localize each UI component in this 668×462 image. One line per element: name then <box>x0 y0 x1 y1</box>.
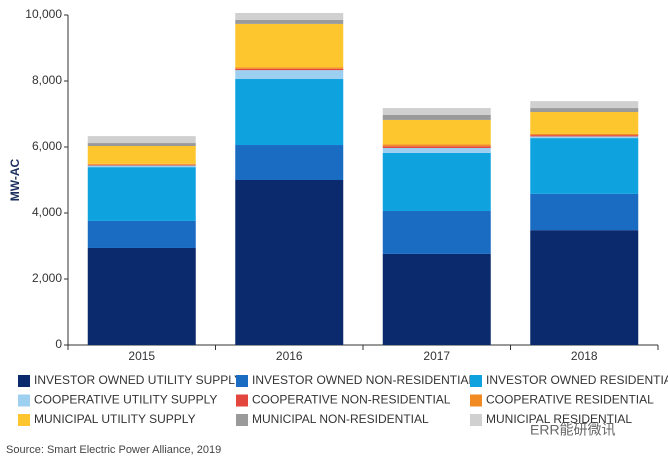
x-tick-label: 2018 <box>571 349 598 363</box>
legend-label: COOPERATIVE NON-RESIDENTIAL <box>252 393 451 407</box>
bar-segment <box>87 136 196 144</box>
bar-segment <box>235 13 344 20</box>
legend-swatch <box>236 414 248 426</box>
x-tick-label: 2016 <box>276 349 303 363</box>
bar-segment <box>382 152 491 212</box>
bar-segment <box>382 147 491 153</box>
legend-swatch <box>18 414 30 426</box>
bar-segment <box>530 230 639 345</box>
bar-segment <box>530 108 639 113</box>
bar-segment <box>530 193 639 231</box>
x-tick-label: 2017 <box>423 349 450 363</box>
legend-label: INVESTOR OWNED UTILITY SUPPLY <box>34 373 242 387</box>
y-tick-label: 4,000 <box>32 205 62 219</box>
y-tick-label: 8,000 <box>32 73 62 87</box>
watermark: ERR能研微讯 <box>530 422 616 438</box>
bar-segment <box>382 108 491 115</box>
bar-segment <box>530 112 639 134</box>
bar-segment <box>87 146 196 164</box>
bar-segment <box>530 101 639 109</box>
legend-label: INVESTOR OWNED NON-RESIDENTIAL <box>252 373 475 387</box>
bar-segment <box>235 23 344 68</box>
bar-segment <box>235 67 344 69</box>
legend-label: INVESTOR OWNED RESIDENTIAL <box>486 373 668 387</box>
legend-label: COOPERATIVE UTILITY SUPPLY <box>34 393 217 407</box>
legend-label: MUNICIPAL UTILITY SUPPLY <box>34 412 196 426</box>
y-tick-label: 6,000 <box>32 139 62 153</box>
bar-segment <box>382 253 491 345</box>
source: Source: Smart Electric Power Alliance, 2… <box>6 444 221 456</box>
legend-swatch <box>18 375 30 387</box>
bar-segment <box>235 70 344 80</box>
legend-swatch <box>470 394 482 407</box>
bar-segment <box>235 68 344 71</box>
x-tick-label: 2015 <box>128 349 155 363</box>
legend-swatch <box>470 375 482 387</box>
legend-swatch <box>18 394 30 407</box>
y-tick-label: 0 <box>55 337 62 351</box>
bar-segment <box>87 164 196 166</box>
bar-segment <box>87 220 196 248</box>
bar-segment <box>235 180 344 345</box>
bar-segment <box>87 247 196 345</box>
bar-segment <box>87 163 196 165</box>
bar-segment <box>530 133 639 136</box>
bar-segment <box>235 145 344 180</box>
legend-label: MUNICIPAL NON-RESIDENTIAL <box>252 412 429 426</box>
bar-segment <box>530 135 639 137</box>
bar-segment <box>382 144 491 147</box>
bar-segment <box>382 119 491 145</box>
bar-segment <box>382 146 491 148</box>
legend-swatch <box>236 375 248 387</box>
legend-swatch <box>236 394 248 407</box>
bar-segment <box>87 143 196 147</box>
y-tick-label: 2,000 <box>32 271 62 285</box>
bar-segment <box>235 79 344 146</box>
y-tick-label: 10,000 <box>25 7 62 21</box>
bar-segment <box>235 19 344 24</box>
legend-swatch <box>470 414 482 426</box>
bar-segment <box>87 165 196 168</box>
bar-segment <box>382 211 491 254</box>
legend-label: COOPERATIVE RESIDENTIAL <box>486 393 654 407</box>
bar-segment <box>530 136 639 139</box>
y-axis-label: MW-AC <box>8 158 22 201</box>
bar-segment <box>87 167 196 221</box>
bar-segment <box>530 138 639 194</box>
legend-label: MUNICIPAL RESIDENTIAL <box>486 412 632 426</box>
bar-segment <box>382 114 491 120</box>
